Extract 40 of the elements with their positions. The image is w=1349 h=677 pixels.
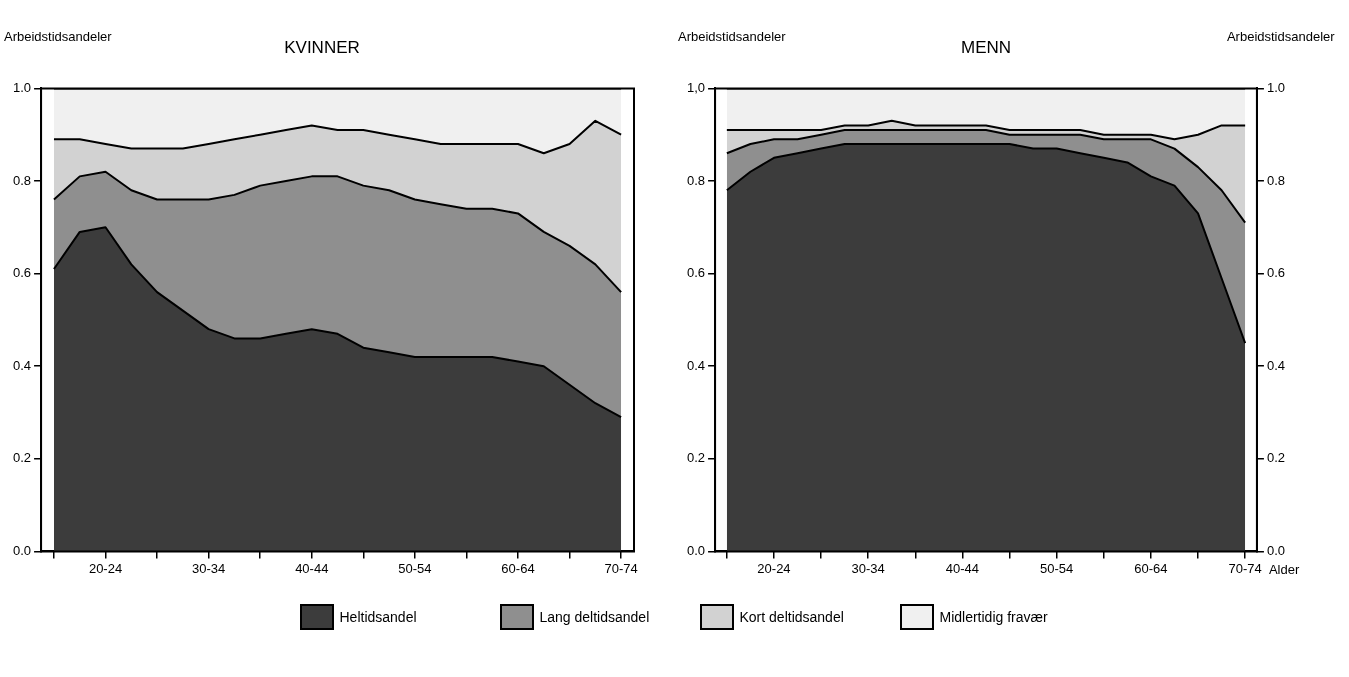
y-tick-label: 0.4 xyxy=(12,357,32,373)
y-tick-label: 0.8 xyxy=(12,172,32,188)
y-tick-label: 1.0 xyxy=(12,79,32,95)
y-tick-label: 0.8 xyxy=(686,172,706,188)
x-tick-label: 20-24 xyxy=(757,560,791,576)
x-tick-label: 40-44 xyxy=(295,560,329,576)
x-tick-label: 50-54 xyxy=(1040,560,1074,576)
x-tick-label: 30-34 xyxy=(192,560,226,576)
y-tick-label: 0.6 xyxy=(12,265,32,281)
y-tick-label: 0.0 xyxy=(686,542,706,558)
y-tick-label: 0.2 xyxy=(12,450,32,466)
y2-tick-label: 0.0 xyxy=(1266,542,1286,558)
y2-tick-label: 0.6 xyxy=(1266,265,1286,281)
x-tick-label: 70-74 xyxy=(1228,560,1262,576)
legend-label: Lang deltidsandel xyxy=(539,609,650,625)
y2-tick-label: 0.8 xyxy=(1266,172,1286,188)
x-tick-label: 70-74 xyxy=(604,560,638,576)
y-tick-label: 0.2 xyxy=(686,450,706,466)
legend-label: Midlertidig fravær xyxy=(939,609,1049,625)
x-tick-label: 60-64 xyxy=(501,560,535,576)
x-tick-label: 50-54 xyxy=(398,560,432,576)
y-axis-title: Arbeidstidsandeler xyxy=(678,29,786,45)
y2-tick-label: 0.2 xyxy=(1266,450,1286,466)
y-tick-label: 0.6 xyxy=(686,265,706,281)
legend-label: Kort deltidsandel xyxy=(739,609,845,625)
chart-title: MENN xyxy=(960,37,1012,57)
x-tick-label: 20-24 xyxy=(88,560,123,576)
y-tick-label: 0.4 xyxy=(686,357,706,373)
legend-label: Heltidsandel xyxy=(339,609,418,625)
y2-tick-label: 1.0 xyxy=(1266,79,1286,95)
x-tick-label: 40-44 xyxy=(945,560,980,576)
x-tick-label: 30-34 xyxy=(851,560,885,576)
y-tick-label: 1,0 xyxy=(686,79,706,95)
chart-title: KVINNER xyxy=(284,37,360,57)
y-axis-title: Arbeidstidsandeler xyxy=(4,29,112,45)
y2-tick-label: 0.4 xyxy=(1266,357,1286,373)
y-tick-label: 0.0 xyxy=(12,542,32,558)
x-axis-title: Alder xyxy=(1268,562,1301,578)
x-tick-label: 60-64 xyxy=(1134,560,1168,576)
y2-axis-title: Arbeidstidsandeler xyxy=(1226,29,1335,45)
